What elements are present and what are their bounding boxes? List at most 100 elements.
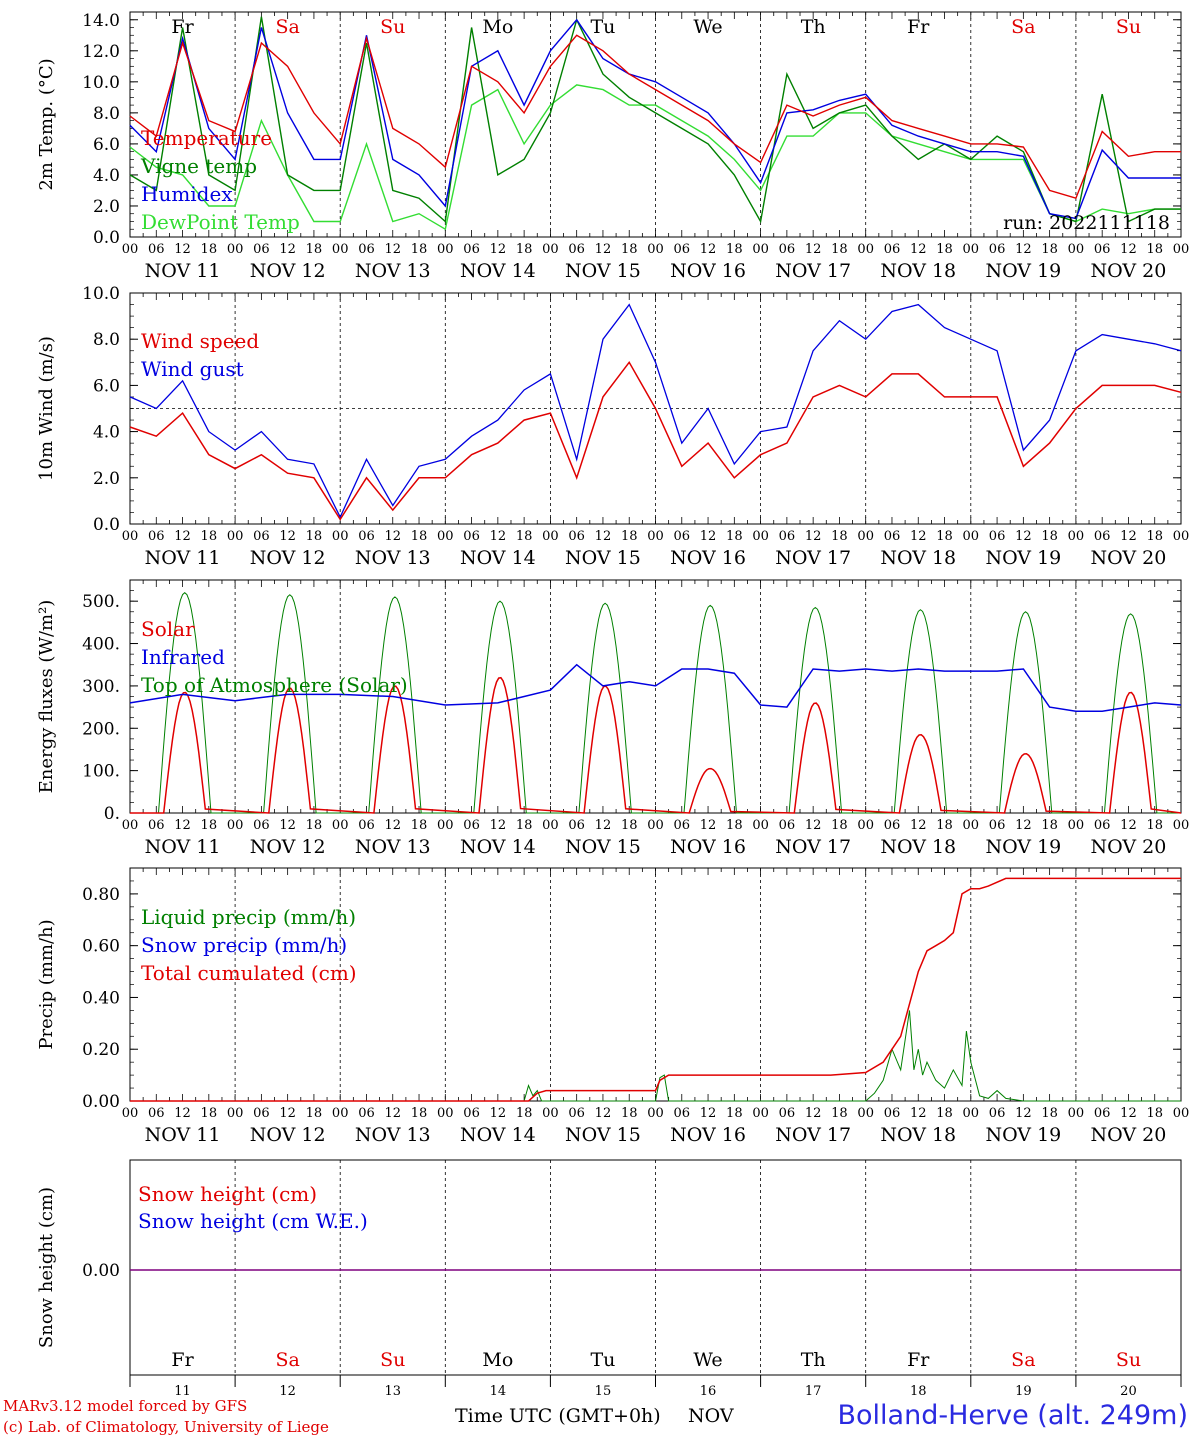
hour-tick-label: 06 (1094, 1106, 1111, 1121)
hour-tick-label: 00 (542, 1106, 559, 1121)
hour-tick-label: 18 (1146, 818, 1163, 833)
y-tick-label: 2.0 (93, 197, 120, 217)
weekday-label: Su (1116, 16, 1141, 38)
weekday-label: Th (801, 16, 826, 38)
hour-tick-label: 00 (1068, 1106, 1085, 1121)
hour-tick-label: 18 (831, 529, 848, 544)
y-tick-label: 0.0 (93, 228, 120, 248)
date-label: NOV 17 (775, 836, 851, 858)
legend-entry: Liquid precip (mm/h) (141, 905, 356, 929)
hour-tick-label: 00 (857, 818, 874, 833)
date-label: NOV 11 (145, 1124, 221, 1146)
date-label: NOV 12 (250, 260, 326, 282)
legend-entry: Snow height (cm W.E.) (138, 1209, 368, 1233)
weekday-label: Mo (482, 1349, 513, 1371)
hour-tick-label: 06 (463, 1106, 480, 1121)
weekday-label: We (693, 1349, 722, 1371)
series-line-infrared (129, 663, 1182, 713)
date-label: NOV 18 (880, 1124, 956, 1146)
weekday-label: Fr (171, 1349, 194, 1371)
series-line-vigne-temp (129, 16, 1181, 224)
hour-tick-label: 12 (174, 529, 191, 544)
date-label: NOV 20 (1091, 547, 1167, 569)
hour-tick-label: 12 (595, 1106, 612, 1121)
hour-tick-label: 00 (332, 818, 349, 833)
hour-tick-label: 18 (411, 1106, 428, 1121)
hour-tick-label: 06 (884, 1106, 901, 1121)
hour-tick-label: 06 (568, 242, 585, 257)
date-label: NOV 18 (880, 836, 956, 858)
weekday-label: Tu (590, 1349, 615, 1371)
date-label: NOV 19 (985, 260, 1061, 282)
hour-tick-label: 06 (253, 529, 270, 544)
legend-entry: Temperature (141, 126, 272, 150)
day-number-label: 17 (805, 1384, 822, 1395)
hour-tick-label: 00 (227, 1106, 244, 1121)
y-tick-label: 0.60 (82, 937, 120, 957)
y-tick-label: 6.0 (93, 376, 120, 396)
hour-tick-label: 00 (752, 1106, 769, 1121)
hour-tick-label: 12 (805, 818, 822, 833)
series-line-wind-speed (129, 360, 1182, 521)
hour-tick-label: 06 (989, 242, 1006, 257)
hour-tick-label: 18 (201, 529, 218, 544)
date-label: NOV 18 (880, 547, 956, 569)
hour-tick-label: 12 (279, 242, 296, 257)
hour-tick-label: 00 (437, 529, 454, 544)
legend-entry: Top of Atmosphere (Solar) (141, 673, 408, 697)
hour-tick-label: 12 (1120, 1106, 1137, 1121)
date-label: NOV 15 (565, 1124, 641, 1146)
station-title: Bolland-Herve (alt. 249m) (837, 1400, 1188, 1431)
weekday-label: We (693, 16, 722, 38)
month-label: NOV (688, 1405, 734, 1427)
hour-tick-label: 00 (963, 529, 980, 544)
series-line-liquid-precip (130, 1010, 1181, 1102)
date-label: NOV 19 (985, 547, 1061, 569)
hour-tick-label: 12 (1015, 818, 1032, 833)
hour-tick-label: 18 (201, 1106, 218, 1121)
hour-tick-label: 00 (542, 818, 559, 833)
series-line-humidex (129, 18, 1181, 220)
hour-tick-label: 06 (989, 818, 1006, 833)
day-number-label: 15 (595, 1384, 612, 1395)
hour-tick-label: 00 (752, 529, 769, 544)
hour-tick-label: 18 (516, 242, 533, 257)
day-number-label: 12 (279, 1384, 296, 1395)
hour-tick-label: 12 (1015, 1106, 1032, 1121)
hour-tick-label: 06 (674, 1106, 691, 1121)
y-tick-label: 0.40 (82, 988, 120, 1008)
date-label: NOV 20 (1091, 260, 1167, 282)
date-label: NOV 13 (355, 836, 431, 858)
hour-tick-label: 18 (936, 1106, 953, 1121)
date-label: NOV 11 (145, 836, 221, 858)
weekday-label: Th (801, 1349, 826, 1371)
legend-entry: Snow precip (mm/h) (141, 933, 347, 957)
date-label: NOV 14 (460, 260, 536, 282)
weekday-label: Sa (275, 16, 299, 38)
meteogram-chart: 00 06 12 18 00 06 12 18 00 06 12 18 00 06 12 18 00 06 12 18… (36, 11, 1189, 1395)
date-label: NOV 16 (670, 260, 746, 282)
weekday-label: Su (1116, 1349, 1141, 1371)
hour-tick-label: 18 (516, 529, 533, 544)
plot-frame (129, 11, 1182, 238)
hour-tick-label: 18 (1146, 529, 1163, 544)
hour-tick-label: 00 (857, 1106, 874, 1121)
hour-tick-label: 06 (463, 818, 480, 833)
weekday-label: Sa (1011, 16, 1035, 38)
y-tick-label: 6.0 (93, 135, 120, 155)
hour-tick-label: 06 (568, 1106, 585, 1121)
hour-tick-label: 12 (1015, 529, 1032, 544)
day-number-label: 14 (490, 1384, 507, 1395)
y-axis-label: Energy fluxes (W/m²) (36, 600, 57, 794)
hour-tick-label: 06 (779, 818, 796, 833)
time-axis-label: Time UTC (GMT+0h) (455, 1405, 661, 1427)
hour-tick-label: 06 (148, 529, 165, 544)
hour-tick-label: 06 (148, 242, 165, 257)
hour-tick-label: 00 (437, 242, 454, 257)
hour-tick-label: 12 (490, 818, 507, 833)
hour-tick-label: 18 (726, 242, 743, 257)
y-tick-label: 10.0 (82, 73, 120, 93)
hour-tick-label: 06 (463, 242, 480, 257)
hour-tick-label: 06 (253, 242, 270, 257)
hour-tick-label: 06 (463, 529, 480, 544)
